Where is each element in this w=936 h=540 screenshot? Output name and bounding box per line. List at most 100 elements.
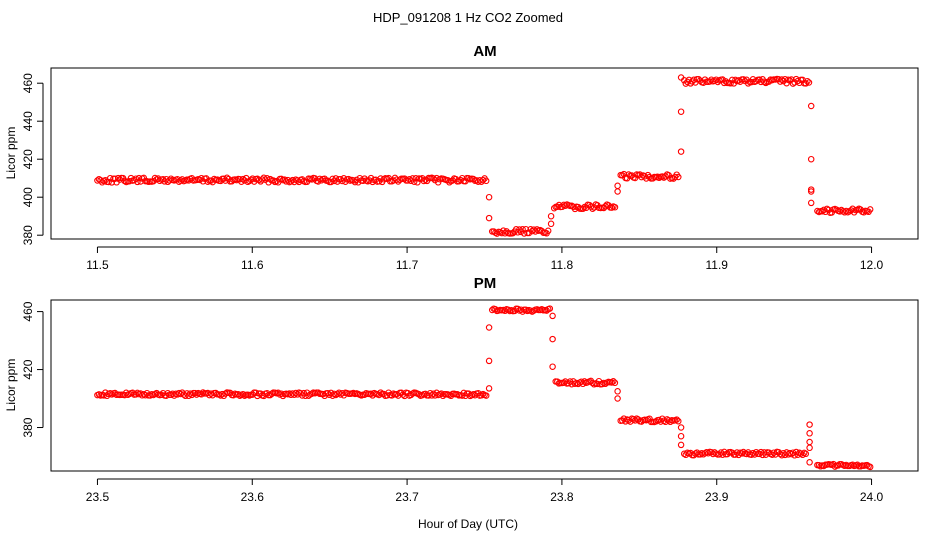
pm-transition-point <box>806 421 813 428</box>
pm-y-tick-label: 460 <box>21 301 35 321</box>
pm-data-point <box>415 391 423 398</box>
pm-data-point <box>377 389 384 396</box>
pm-data-point <box>546 305 554 312</box>
am-data-points <box>94 74 874 237</box>
pm-data-point <box>749 449 757 457</box>
am-data-point <box>760 78 768 86</box>
pm-x-tick-label: 23.5 <box>86 490 110 504</box>
am-data-point <box>414 179 421 186</box>
pm-transition-point <box>614 395 621 402</box>
am-data-point <box>620 170 628 178</box>
pm-data-point <box>263 389 271 397</box>
am-data-point <box>719 76 726 83</box>
am-data-point <box>525 229 533 237</box>
am-data-point <box>866 206 874 213</box>
am-transition-point <box>807 102 815 110</box>
am-data-point <box>522 225 530 233</box>
x-axis-label: Hour of Day (UTC) <box>418 517 518 531</box>
pm-data-point <box>748 451 755 458</box>
am-data-point <box>482 177 490 185</box>
am-axes: 11.5 11.6 11.7 11.8 11.9 12.0 380 400 420 440 460 <box>21 73 884 272</box>
pm-data-point <box>716 451 723 458</box>
am-data-point <box>520 230 528 237</box>
pm-data-point <box>770 449 778 456</box>
am-data-point <box>744 80 752 87</box>
am-y-tick-label: 440 <box>21 111 35 131</box>
am-data-point <box>321 175 328 182</box>
am-data-point <box>562 202 569 209</box>
am-transition-point <box>807 155 815 163</box>
am-transition-point <box>807 188 815 195</box>
am-data-point <box>833 206 840 213</box>
pm-data-point <box>543 307 550 314</box>
am-data-point <box>178 176 186 183</box>
am-data-point <box>708 76 715 83</box>
am-data-point <box>156 177 164 185</box>
am-data-point <box>204 178 212 185</box>
am-data-point <box>140 174 148 182</box>
am-data-point <box>239 175 247 183</box>
pm-data-point <box>675 417 682 425</box>
am-data-point <box>434 179 442 186</box>
pm-data-point <box>740 448 747 456</box>
pm-data-point <box>471 391 479 399</box>
am-transition-point <box>614 182 621 190</box>
am-data-point <box>166 177 173 184</box>
pm-transition-point <box>549 363 556 370</box>
pm-x-tick-label: 23.6 <box>241 490 265 504</box>
pm-transition-point <box>806 459 813 466</box>
pm-data-point <box>863 461 871 469</box>
pm-data-point <box>188 391 196 399</box>
am-data-point <box>842 207 850 215</box>
am-transition-point <box>547 212 555 220</box>
am-data-point <box>501 230 509 237</box>
am-x-tick-label: 11.5 <box>86 258 109 272</box>
am-data-point <box>406 175 413 183</box>
pm-data-point <box>608 379 615 386</box>
pm-data-point <box>738 450 746 457</box>
am-data-point <box>430 175 437 182</box>
pm-data-point <box>622 418 629 425</box>
am-data-point <box>625 171 632 178</box>
am-data-point <box>289 176 296 184</box>
pm-transition-point <box>485 385 493 392</box>
am-data-point <box>223 174 231 182</box>
am-data-point <box>720 79 728 87</box>
pm-data-point <box>794 451 802 458</box>
pm-data-point <box>611 379 619 387</box>
am-x-tick-label: 11.6 <box>241 258 264 272</box>
pm-data-point <box>802 450 810 458</box>
pm-transition-point <box>806 444 813 452</box>
am-x-tick-label: 11.8 <box>551 258 574 272</box>
pm-data-point <box>129 389 136 397</box>
pm-data-point <box>170 392 178 399</box>
am-data-point <box>198 174 205 182</box>
am-data-point <box>791 79 798 86</box>
pm-data-point <box>428 392 436 399</box>
am-data-point <box>281 176 288 183</box>
am-data-point <box>682 80 690 87</box>
am-data-point <box>778 76 786 83</box>
pm-data-point <box>849 461 856 468</box>
pm-data-point <box>268 390 276 398</box>
am-data-point <box>377 175 384 182</box>
am-data-point <box>410 178 418 185</box>
pm-data-point <box>274 389 282 396</box>
pm-data-point <box>581 378 588 385</box>
pm-data-point <box>799 451 806 459</box>
am-data-point <box>554 203 561 211</box>
am-data-point <box>177 177 184 184</box>
am-transition-point <box>485 193 493 201</box>
am-data-point <box>260 174 268 182</box>
pm-transition-point <box>806 430 813 437</box>
pm-panel: PM Licor ppm 23.5 23.6 23.7 23.8 23.9 24.0 380… <box>4 275 919 504</box>
am-data-point <box>114 174 122 182</box>
pm-transition-point <box>549 335 556 343</box>
am-data-point <box>106 174 114 182</box>
am-data-point <box>121 177 128 185</box>
am-y-tick-label: 400 <box>21 187 35 207</box>
am-data-point <box>860 209 868 216</box>
pm-data-point <box>866 463 874 471</box>
pm-plot-frame <box>50 299 919 472</box>
